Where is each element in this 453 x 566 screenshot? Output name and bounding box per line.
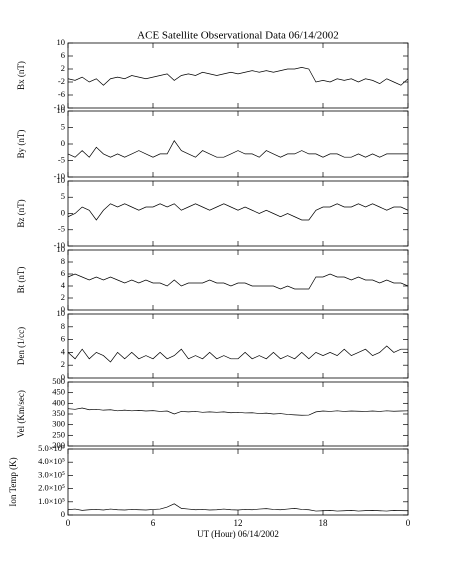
y-tick-label: 10 — [57, 37, 66, 47]
y-tick-label: 2.0×10⁵ — [38, 483, 65, 493]
data-line — [67, 67, 409, 86]
y-tick-label: -2 — [58, 76, 65, 86]
y-tick-label: 0 — [61, 207, 65, 217]
y-tick-label: 10 — [57, 244, 66, 254]
data-line — [67, 203, 409, 221]
y-tick-label: 10 — [57, 308, 66, 318]
y-axis-label: Den (1/cc) — [16, 327, 26, 365]
y-tick-label: 4 — [61, 346, 66, 356]
y-tick-label: 6 — [61, 50, 65, 60]
y-tick-label: -5 — [58, 224, 65, 234]
x-tick-label: 0 — [66, 518, 71, 528]
y-tick-label: 10 — [57, 105, 66, 115]
y-tick-label: 300 — [52, 419, 65, 429]
y-axis-label: Bz (nT) — [16, 199, 26, 227]
y-axis-label: Vel (Km/sec) — [16, 390, 26, 438]
y-tick-label: 8 — [61, 256, 65, 266]
y-axis-label: Ion Temp (K) — [8, 457, 18, 506]
data-line — [67, 503, 409, 512]
panel-frame — [67, 448, 409, 516]
data-line — [67, 273, 409, 290]
y-tick-label: 4 — [61, 280, 66, 290]
y-tick-label: 3.0×10⁵ — [38, 469, 65, 479]
y-tick-label: 4.0×10⁵ — [38, 456, 65, 466]
y-tick-label: 200 — [52, 440, 65, 450]
y-tick-label: 8 — [61, 321, 65, 331]
y-tick-label: -10 — [54, 240, 65, 250]
y-tick-label: 0 — [61, 509, 65, 519]
y-tick-label: -10 — [54, 171, 65, 181]
panel-frame — [67, 381, 409, 447]
data-line — [67, 407, 409, 416]
y-tick-label: 0 — [61, 372, 65, 382]
y-tick-label: 5 — [61, 121, 65, 131]
panel-frame — [67, 313, 409, 379]
y-tick-label: 250 — [52, 429, 65, 439]
y-tick-label: -6 — [58, 89, 65, 99]
panel-frame — [67, 42, 409, 109]
y-tick-label: 10 — [57, 175, 66, 185]
y-tick-label: 500 — [52, 376, 65, 386]
y-tick-label: 2 — [61, 359, 65, 369]
y-tick-label: 5.0×10⁵ — [38, 443, 65, 453]
y-tick-label: 0 — [61, 138, 65, 148]
y-tick-label: 5 — [61, 191, 65, 201]
x-axis-label: UT (Hour) 06/14/2002 — [197, 529, 279, 539]
x-tick-label: 6 — [151, 518, 156, 528]
y-tick-label: 2 — [61, 63, 65, 73]
x-tick-label: 18 — [319, 518, 329, 528]
y-tick-label: 6 — [61, 334, 65, 344]
y-tick-label: 350 — [52, 408, 65, 418]
x-tick-label: 0 — [406, 518, 411, 528]
y-tick-label: -10 — [54, 102, 65, 112]
y-tick-label: 1.0×10⁵ — [38, 496, 65, 506]
chart-title: ACE Satellite Observational Data 06/14/2… — [137, 30, 339, 42]
y-tick-label: 0 — [61, 304, 65, 314]
y-tick-label: 400 — [52, 397, 65, 407]
y-tick-label: 6 — [61, 268, 65, 278]
panel-frame — [67, 180, 409, 247]
x-tick-label: 12 — [234, 518, 243, 528]
panel-frame — [67, 110, 409, 178]
y-axis-label: Bx (nT) — [16, 61, 26, 90]
data-line — [67, 345, 408, 363]
y-tick-label: -5 — [58, 154, 65, 164]
y-axis-label: Bt (nT) — [16, 267, 26, 294]
y-axis-label: By (nT) — [16, 130, 26, 159]
y-tick-label: 2 — [61, 292, 65, 302]
data-line — [67, 140, 408, 158]
panel-frame — [67, 249, 409, 311]
y-tick-label: 450 — [52, 387, 65, 397]
